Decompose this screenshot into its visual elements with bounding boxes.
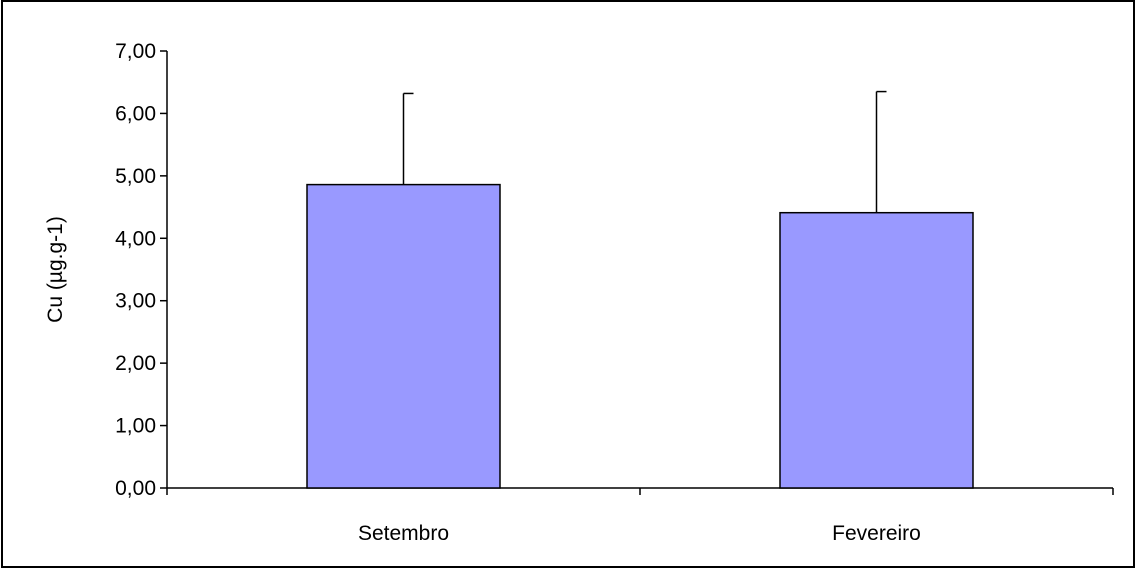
y-axis-title-group: Cu (µg.g-1) — [44, 216, 67, 323]
y-tick-label: 6,00 — [115, 102, 156, 125]
y-tick-label: 7,00 — [115, 40, 156, 63]
bar-setembro — [306, 183, 501, 489]
y-tick-label: 4,00 — [115, 227, 156, 250]
y-axis-title: Cu (µg.g-1) — [44, 216, 67, 323]
bar-fevereiro — [779, 211, 974, 489]
x-category-label: Fevereiro — [832, 522, 921, 545]
plot-area: 0,00 1,00 2,00 3,00 4,00 5,00 6,00 7,00 Setembro… — [115, 40, 1114, 545]
y-tick-label: 3,00 — [115, 290, 156, 313]
x-category-label: Setembro — [358, 522, 449, 545]
y-tick-label: 0,00 — [115, 477, 156, 500]
y-tick-label: 2,00 — [115, 352, 156, 375]
y-tick-label: 1,00 — [115, 415, 156, 438]
y-tick-label: 5,00 — [115, 165, 156, 188]
